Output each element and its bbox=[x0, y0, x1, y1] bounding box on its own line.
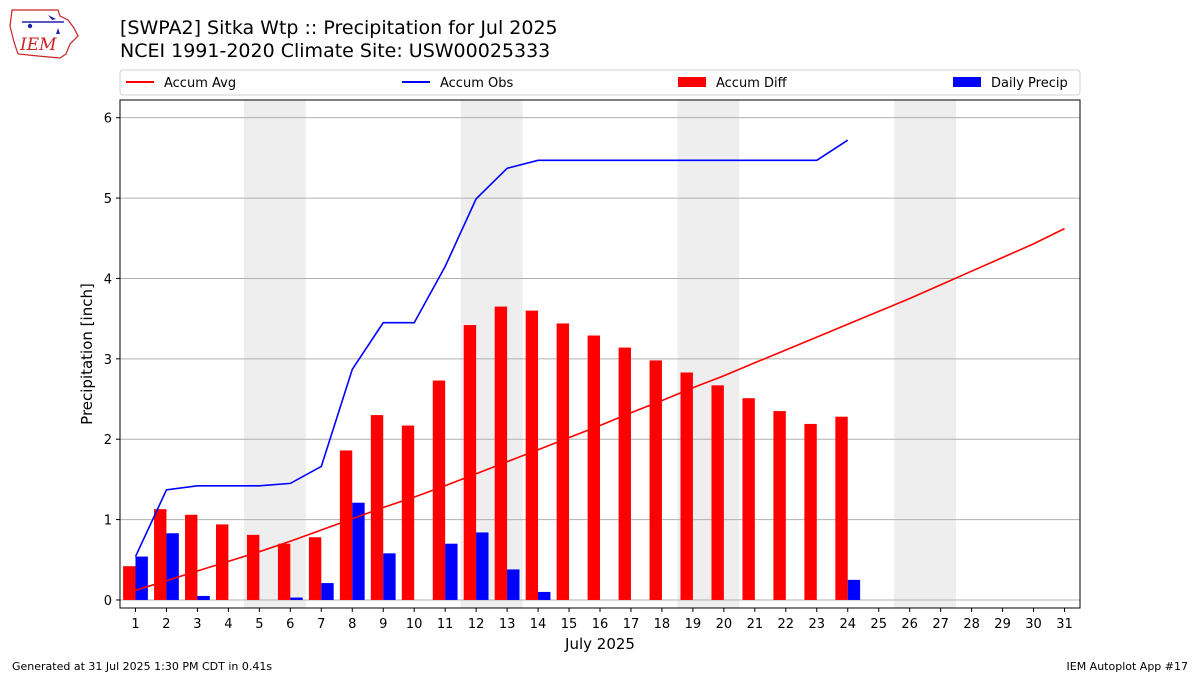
x-tick-label-19: 19 bbox=[685, 617, 702, 632]
accum-diff-bar-13 bbox=[494, 306, 508, 600]
legend-swatch-accum-diff bbox=[678, 77, 706, 87]
legend-label-daily-precip: Daily Precip bbox=[991, 76, 1068, 91]
x-tick-label-25: 25 bbox=[870, 617, 887, 632]
daily-precip-bar-7 bbox=[321, 583, 334, 600]
y-tick-label-1: 1 bbox=[104, 514, 112, 529]
footer-app: IEM Autoplot App #17 bbox=[1066, 660, 1189, 673]
lines bbox=[134, 139, 1065, 592]
y-tick-label-0: 0 bbox=[104, 594, 112, 609]
footer-generated: Generated at 31 Jul 2025 1:30 PM CDT in … bbox=[12, 660, 273, 673]
logo-text: IEM bbox=[19, 35, 57, 55]
legend-label-accum-obs: Accum Obs bbox=[440, 76, 513, 91]
daily-precip-bar-3 bbox=[197, 595, 210, 600]
accum-diff-bar-20 bbox=[711, 385, 724, 600]
legend-label-accum-avg: Accum Avg bbox=[164, 76, 236, 91]
x-tick-label-16: 16 bbox=[592, 617, 609, 632]
x-tick-label-5: 5 bbox=[255, 617, 263, 632]
legend-swatch-daily-precip bbox=[953, 77, 981, 87]
accum-diff-bar-24 bbox=[835, 416, 848, 600]
chart-title: [SWPA2] Sitka Wtp :: Precipitation for J… bbox=[120, 17, 558, 39]
x-tick-label-20: 20 bbox=[716, 617, 733, 632]
x-tick-label-15: 15 bbox=[561, 617, 578, 632]
accum-obs-line bbox=[134, 139, 849, 557]
accum-diff-bar-22 bbox=[773, 411, 786, 600]
accum-diff-bar-4 bbox=[216, 524, 229, 600]
y-tick-label-3: 3 bbox=[104, 353, 112, 368]
weekend-band-3 bbox=[894, 100, 957, 608]
daily-precip-bar-9 bbox=[383, 553, 396, 600]
x-tick-label-6: 6 bbox=[286, 617, 294, 632]
daily-precip-bar-24 bbox=[847, 579, 861, 600]
daily-precip-bar-1 bbox=[135, 556, 148, 600]
accum-diff-bar-2 bbox=[154, 509, 167, 600]
x-axis-label: July 2025 bbox=[564, 635, 635, 653]
x-tick-label-7: 7 bbox=[317, 617, 325, 632]
accum-diff-bar-15 bbox=[556, 323, 570, 600]
x-tick-label-1: 1 bbox=[131, 617, 139, 632]
legend-box bbox=[119, 69, 1081, 96]
accum-diff-bar-14 bbox=[525, 310, 539, 600]
x-tick-label-23: 23 bbox=[809, 617, 826, 632]
accum-diff-bar-23 bbox=[804, 423, 817, 600]
accum-diff-bar-16 bbox=[587, 335, 600, 600]
daily-precip-bar-6 bbox=[290, 597, 303, 600]
x-tick-label-31: 31 bbox=[1056, 617, 1073, 632]
x-tick-label-11: 11 bbox=[437, 617, 454, 632]
x-tick-label-12: 12 bbox=[468, 617, 485, 632]
x-tick-label-2: 2 bbox=[162, 617, 170, 632]
accum-avg-line bbox=[135, 227, 1065, 592]
accum-diff-bar-3 bbox=[185, 514, 198, 600]
y-tick-label-5: 5 bbox=[104, 192, 112, 207]
accum-diff-bar-18 bbox=[649, 360, 662, 600]
daily-precip-bar-8 bbox=[352, 502, 365, 600]
legend-label-accum-diff: Accum Diff bbox=[716, 76, 788, 91]
daily-precip-bar-14 bbox=[538, 591, 551, 600]
x-tick-label-29: 29 bbox=[994, 617, 1011, 632]
x-tick-label-18: 18 bbox=[654, 617, 671, 632]
accum-diff-bar-7 bbox=[308, 537, 322, 600]
x-tick-label-30: 30 bbox=[1025, 617, 1042, 632]
y-axis-label: Precipitation [inch] bbox=[78, 283, 96, 425]
x-tick-label-8: 8 bbox=[348, 617, 356, 632]
y-tick-label-6: 6 bbox=[104, 112, 112, 127]
x-tick-label-26: 26 bbox=[901, 617, 918, 632]
accum-diff-bar-21 bbox=[742, 398, 755, 600]
x-tick-label-24: 24 bbox=[839, 617, 856, 632]
daily-precip-bar-2 bbox=[166, 533, 179, 600]
weekend-band-0 bbox=[243, 100, 306, 608]
x-tick-label-9: 9 bbox=[379, 617, 387, 632]
accum-diff-bar-11 bbox=[432, 380, 446, 600]
accum-diff-bar-9 bbox=[370, 415, 384, 600]
legend: Accum Avg Accum Obs Accum Diff Daily Precip bbox=[119, 69, 1081, 96]
daily-precip-bar-13 bbox=[507, 569, 520, 600]
y-tick-label-2: 2 bbox=[104, 433, 112, 448]
accum-diff-bar-6 bbox=[277, 543, 291, 600]
accum-diff-bar-1 bbox=[123, 566, 136, 600]
x-tick-label-4: 4 bbox=[224, 617, 232, 632]
daily-precip-bar-12 bbox=[476, 532, 489, 600]
accum-diff-bar-5 bbox=[246, 534, 260, 600]
x-tick-label-17: 17 bbox=[623, 617, 640, 632]
accum-diff-bar-19 bbox=[680, 372, 693, 600]
iem-logo: IEM bbox=[9, 9, 79, 59]
accum-diff-bar-8 bbox=[339, 450, 353, 600]
x-tick-label-21: 21 bbox=[747, 617, 764, 632]
x-tick-label-14: 14 bbox=[530, 617, 547, 632]
x-tick-label-28: 28 bbox=[963, 617, 980, 632]
accum-diff-bar-12 bbox=[463, 325, 477, 600]
bars bbox=[123, 306, 861, 600]
chart-subtitle: NCEI 1991-2020 Climate Site: USW00025333 bbox=[120, 40, 551, 62]
x-tick-label-10: 10 bbox=[406, 617, 423, 632]
x-tick-label-22: 22 bbox=[778, 617, 795, 632]
x-tick-label-13: 13 bbox=[499, 617, 516, 632]
daily-precip-bar-11 bbox=[445, 543, 458, 600]
y-tick-label-4: 4 bbox=[104, 272, 112, 287]
x-tick-label-3: 3 bbox=[193, 617, 201, 632]
accum-diff-bar-17 bbox=[618, 347, 631, 600]
x-tick-label-27: 27 bbox=[932, 617, 949, 632]
accum-diff-bar-10 bbox=[401, 425, 415, 600]
